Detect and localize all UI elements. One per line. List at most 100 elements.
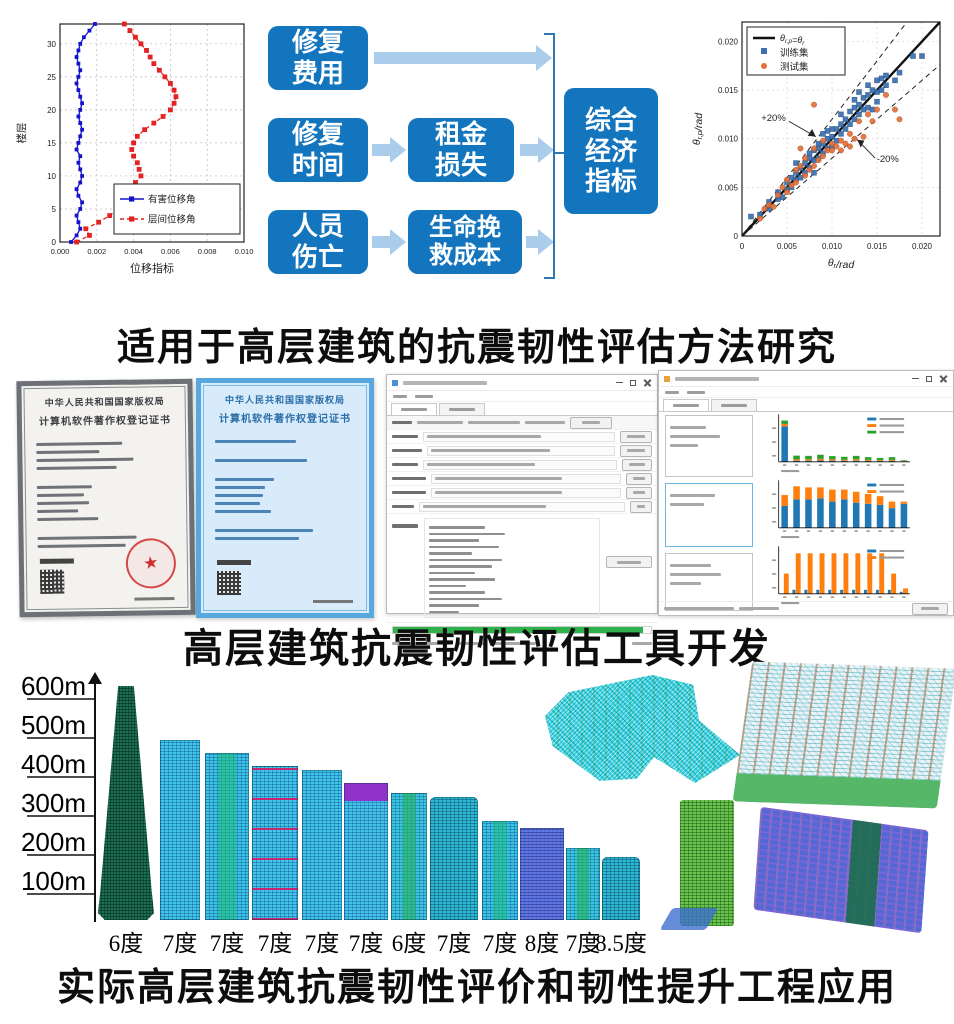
certificate-authority: 中华人民共和国国家版权局 — [44, 396, 165, 408]
tab-main[interactable] — [663, 399, 709, 411]
story-drift-chart-panel: 0.000 0.002 0.004 0.006 0.008 0.010 0 5 10 15 20 25… — [14, 8, 254, 308]
x-tick-stub — [806, 530, 811, 532]
bar-segment — [805, 459, 812, 461]
certificate-text-line — [37, 535, 137, 540]
header-cell-stub — [468, 421, 520, 424]
x-tick-label: 0.010 — [235, 247, 254, 256]
paragraph-gap — [215, 467, 355, 473]
bar-segment — [888, 460, 896, 462]
browse-button[interactable] — [622, 458, 652, 471]
run-button[interactable] — [606, 556, 652, 568]
certificate-text-line — [37, 543, 126, 548]
intensity-label: 7度 — [436, 931, 472, 956]
minimize-button[interactable] — [912, 377, 919, 380]
application-buildings-section: 600m 500m 400m 300m 200m 100m 6度 7度 7度 7度 7度 7度 6度 7… — [0, 661, 954, 956]
certificate-qr-code — [217, 571, 241, 595]
x-tick-stub — [794, 530, 799, 532]
x-tick-stub — [783, 596, 787, 598]
building-model-6度 — [391, 793, 427, 920]
model-group-box[interactable] — [665, 483, 753, 547]
bar-segment — [781, 426, 788, 462]
path-field[interactable] — [419, 501, 625, 512]
browse-button[interactable] — [626, 472, 652, 485]
close-button[interactable] — [643, 379, 652, 387]
bar-segment — [781, 495, 788, 506]
x-tick-stub — [830, 530, 834, 532]
certificate-text-line — [215, 537, 299, 540]
path-text-stub — [423, 505, 546, 508]
flow-box-label: 租金 — [434, 119, 487, 150]
bar-segment — [864, 493, 872, 504]
progress-fill — [393, 627, 644, 633]
log-line-stub — [429, 597, 503, 600]
group-text-stub — [670, 426, 706, 429]
path-field[interactable] — [431, 487, 621, 498]
annotation-arrowhead — [807, 129, 816, 137]
paragraph-gap — [37, 473, 175, 481]
export-button[interactable] — [912, 602, 948, 615]
bar-segment — [817, 458, 824, 461]
maximize-button[interactable] — [630, 379, 636, 386]
button-label-stub — [637, 505, 645, 508]
menu-item[interactable] — [393, 394, 407, 398]
certificate-text-line — [215, 486, 266, 489]
model-group-box[interactable] — [665, 415, 753, 477]
bar-segment — [864, 459, 872, 461]
log-line-stub — [429, 584, 466, 587]
bar-segment — [841, 499, 848, 528]
log-line-stub — [429, 578, 496, 581]
x-tick-stub — [890, 596, 894, 598]
tab-main[interactable] — [391, 403, 437, 415]
close-button[interactable] — [939, 375, 948, 383]
path-field[interactable] — [423, 459, 617, 470]
row-label-stub — [392, 490, 426, 495]
x-tick-stub — [866, 596, 870, 598]
browse-button[interactable] — [620, 444, 652, 457]
bar-segment — [793, 486, 800, 500]
browse-button[interactable] — [620, 430, 652, 443]
x-tick-stub — [830, 464, 834, 466]
y-tick-stub — [772, 454, 777, 457]
series-有害位移角 — [69, 22, 97, 244]
economic-index-flowchart: 修复 费用 修复 时间 人员 伤亡 租金 损失 生命挽 救成本 综合 经济 指标 — [258, 12, 678, 296]
maximize-button[interactable] — [926, 375, 932, 382]
path-field[interactable] — [423, 431, 615, 442]
bar-segment — [899, 591, 903, 594]
minimize-button[interactable] — [616, 381, 623, 384]
x-tick-stub — [878, 464, 882, 466]
bar-segment — [876, 460, 884, 462]
bar-segment — [879, 553, 885, 594]
bar-segment — [792, 589, 796, 594]
x-tick-label: 0.005 — [777, 242, 798, 251]
y-tick-stub — [772, 441, 777, 443]
path-text-stub — [435, 477, 563, 480]
legend-swatch — [867, 549, 877, 553]
issuer-signature — [217, 560, 251, 565]
y-tick-label: 0 — [734, 232, 739, 241]
bar-segment — [804, 589, 808, 594]
menu-item[interactable] — [665, 390, 679, 394]
x-tick-stub — [794, 596, 799, 598]
paragraph-gap — [215, 518, 355, 524]
log-line-stub — [429, 571, 476, 574]
bar-segment — [841, 459, 848, 461]
annotation-arrowhead — [857, 139, 865, 148]
certificate-text-line — [36, 457, 134, 462]
browse-button[interactable] — [630, 500, 652, 513]
section-title-application: 实际高层建筑抗震韧性评价和韧性提升工程应用 — [56, 967, 897, 1009]
y-tick-stub — [772, 559, 777, 562]
tab-secondary[interactable] — [439, 403, 485, 415]
path-field[interactable] — [427, 445, 615, 456]
plot-border — [59, 23, 245, 243]
menu-item[interactable] — [687, 390, 705, 394]
bar-segment — [841, 456, 848, 460]
tab-strip — [387, 402, 657, 416]
browse-button[interactable] — [626, 486, 652, 499]
menu-item[interactable] — [415, 394, 433, 398]
tab-secondary[interactable] — [711, 399, 757, 411]
bar-segment — [828, 589, 832, 594]
window-controls — [616, 379, 652, 387]
row-label-stub — [392, 476, 426, 481]
path-field[interactable] — [431, 473, 621, 484]
x-tick-stub — [842, 596, 846, 598]
